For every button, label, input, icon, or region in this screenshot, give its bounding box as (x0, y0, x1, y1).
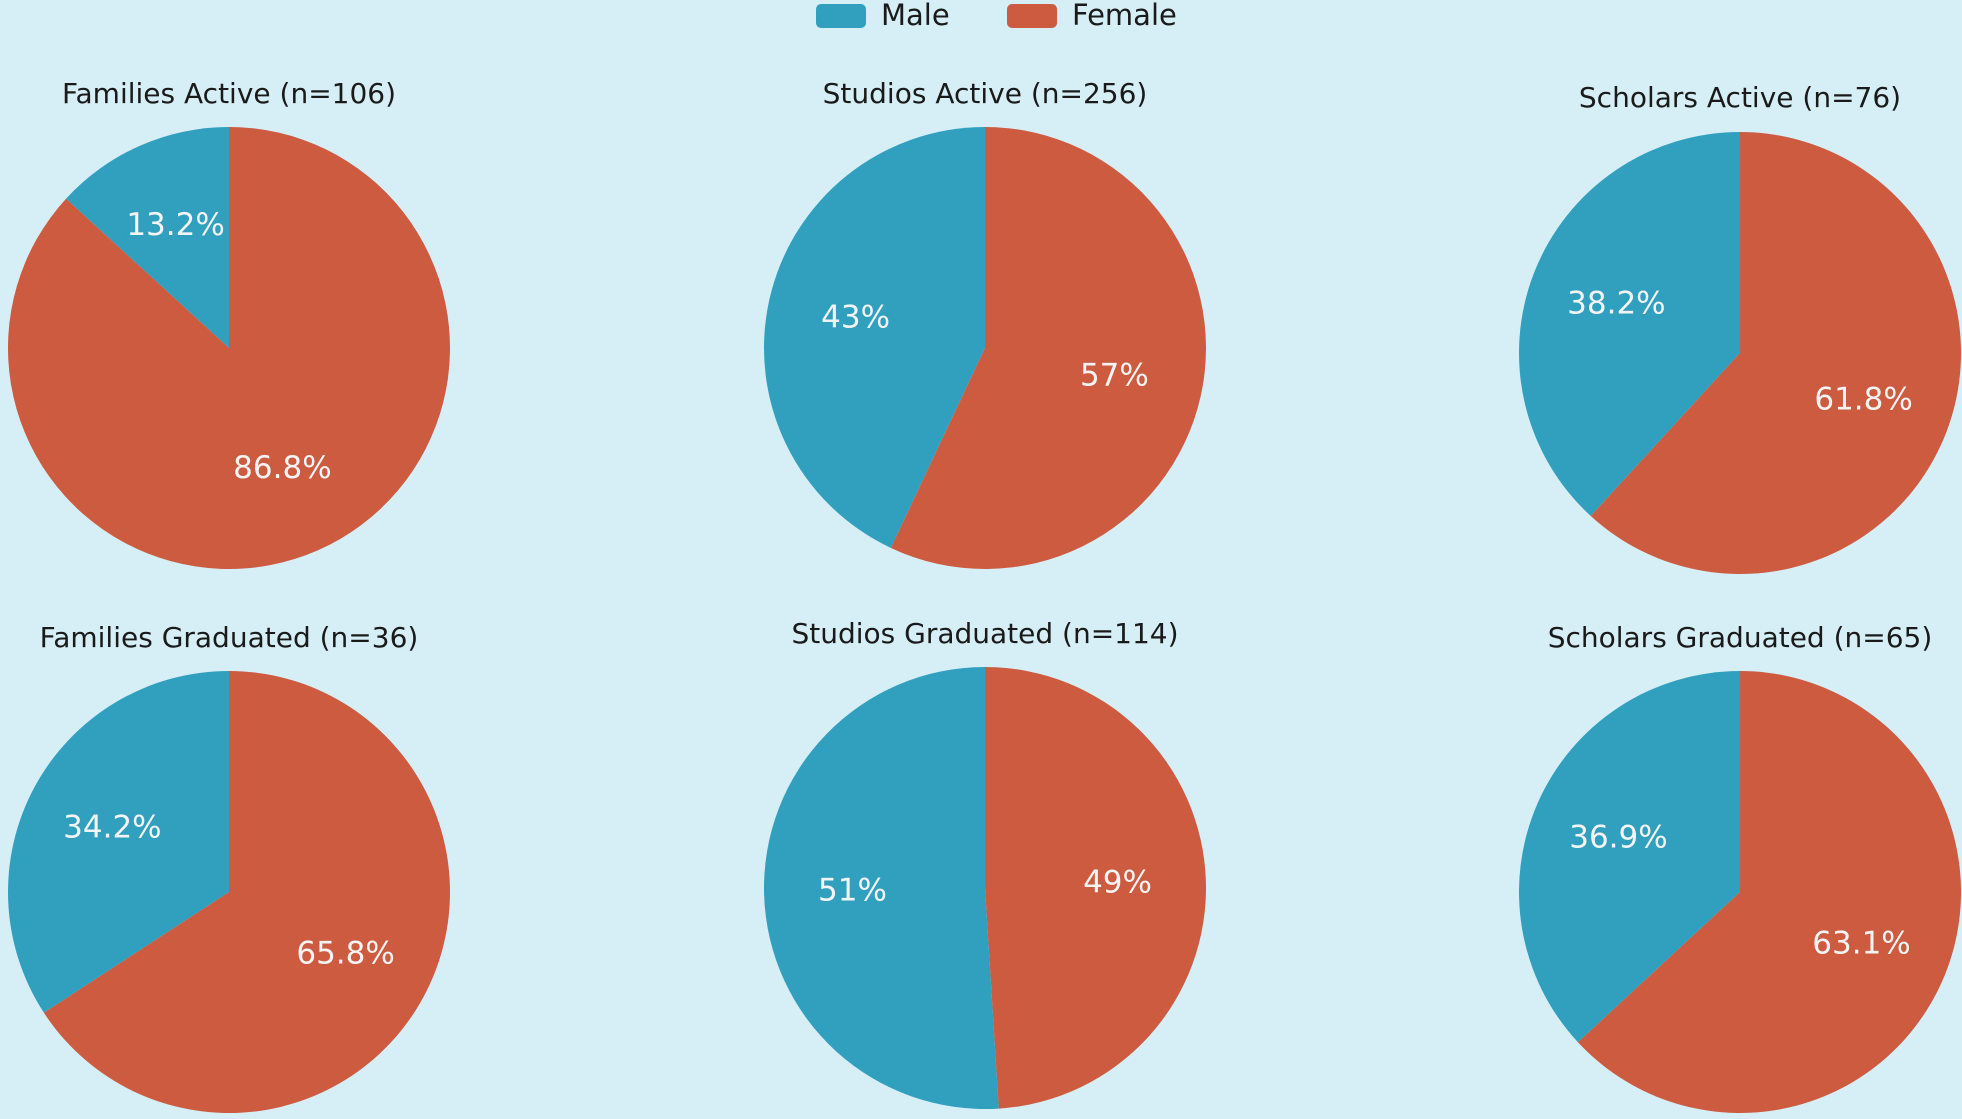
slice-label: 86.8% (233, 450, 331, 486)
slice-label: 36.9% (1569, 819, 1667, 855)
pie-slice (7, 671, 229, 1013)
slice-label: 38.2% (1567, 285, 1665, 321)
pie-slice (985, 667, 1207, 1109)
chart-title: Studios Active (n=256) (823, 77, 1148, 110)
legend-label: Female (1072, 0, 1177, 32)
slice-label: 63.1% (1812, 926, 1910, 962)
slice-label: 65.8% (296, 936, 394, 972)
pie-slice (763, 127, 985, 548)
legend-swatch (1007, 4, 1057, 28)
legend-label: Male (881, 0, 950, 32)
chart-title: Families Graduated (n=36) (40, 621, 419, 654)
pie-slice (8, 127, 451, 570)
slice-label: 13.2% (126, 207, 224, 243)
pie-slice (1577, 671, 1961, 1113)
chart-title: Studios Graduated (n=114) (791, 617, 1178, 650)
slice-label: 51% (818, 873, 887, 909)
slice-label: 61.8% (1814, 382, 1912, 418)
chart-title: Families Active (n=106) (62, 77, 396, 110)
pie-slice (66, 127, 229, 348)
legend-swatch (816, 4, 866, 28)
slice-label: 34.2% (63, 809, 161, 845)
chart-title: Scholars Active (n=76) (1579, 81, 1901, 114)
slice-label: 57% (1080, 357, 1149, 393)
pie-slice (764, 667, 999, 1110)
chart-title: Scholars Graduated (n=65) (1548, 621, 1933, 654)
pie-slice (1519, 132, 1740, 516)
slice-label: 49% (1083, 864, 1152, 900)
pie-slice (43, 671, 451, 1113)
slice-label: 43% (821, 300, 890, 336)
pie-slice (1519, 671, 1740, 1043)
pie-slice (1590, 132, 1961, 574)
pie-slice (890, 127, 1206, 569)
